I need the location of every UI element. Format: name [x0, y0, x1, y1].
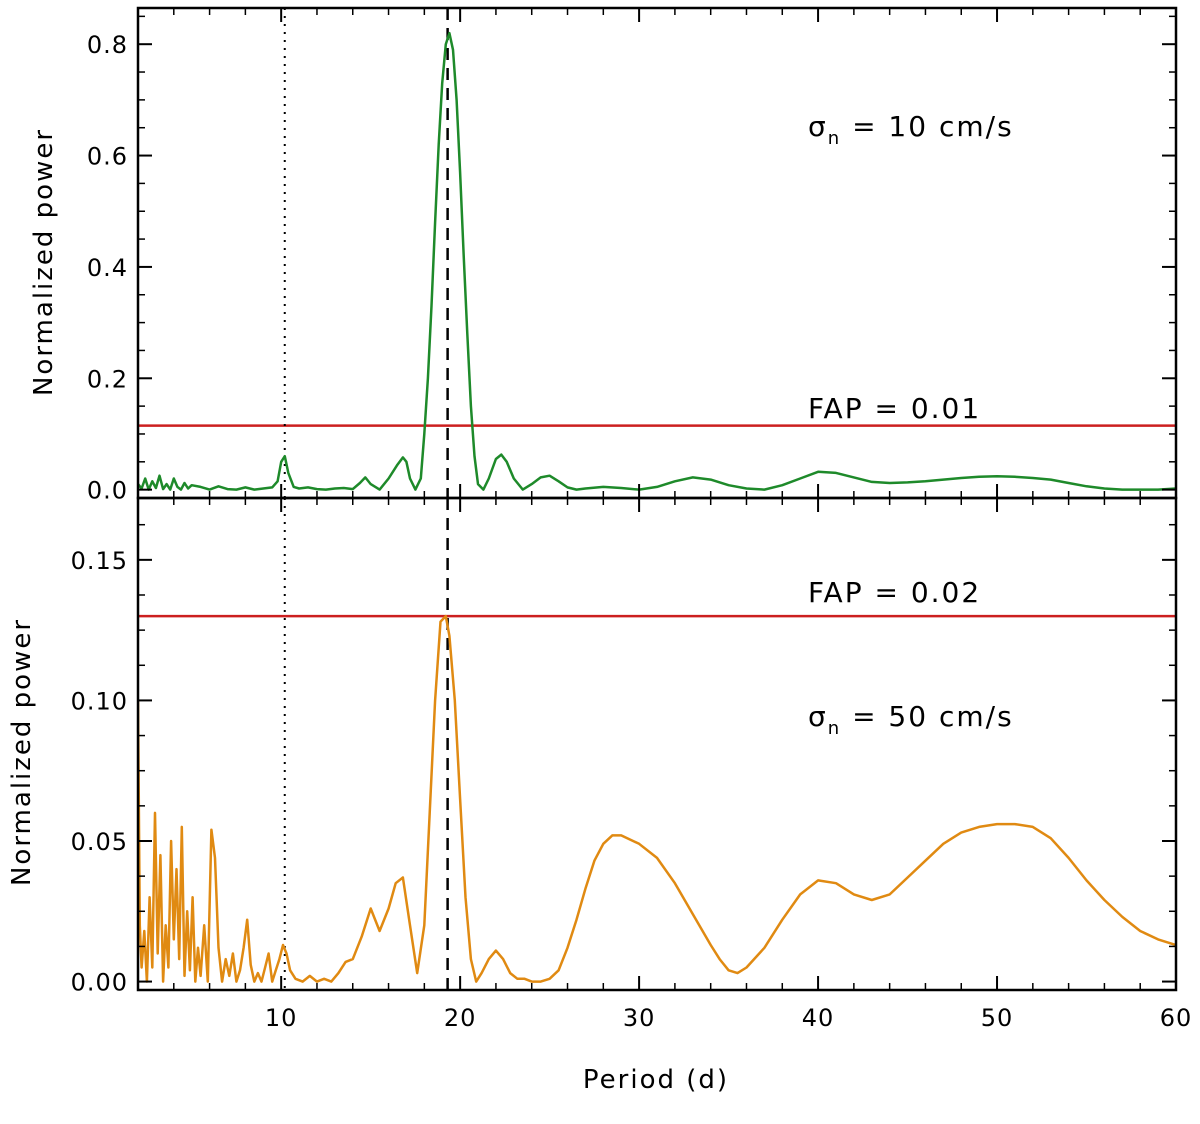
bottom-y-axis-label: Normalized power: [7, 618, 37, 886]
periodogram-line: [138, 31, 1176, 491]
top-y-tick-labels: 0.0 0.2 0.4 0.6 0.8: [87, 31, 128, 505]
y-tick-label: 0.8: [87, 31, 128, 59]
y-tick-label: 0.2: [87, 365, 128, 393]
bottom-reference-lines: [283, 498, 449, 990]
x-tick-label: 40: [802, 1004, 835, 1032]
top-sigma-symbol: σ: [808, 110, 828, 143]
x-tick-label: 50: [981, 1004, 1014, 1032]
top-y-axis-label: Normalized power: [29, 128, 59, 396]
bottom-y-tick-labels: 0.00 0.05 0.10 0.15: [71, 547, 128, 997]
bottom-x-tick-labels: 10 20 30 40 50 60: [265, 1004, 1193, 1032]
bottom-series: [138, 614, 1176, 983]
bottom-panel: 0.00 0.05 0.10 0.15 10 20 30 40 50 60 Normalized…: [7, 496, 1193, 1095]
bottom-axis-ticks: [137, 498, 1177, 990]
x-tick-label: 10: [265, 1004, 298, 1032]
bottom-plot-frame: [136, 496, 1178, 992]
bottom-fap-label: FAP = 0.02: [808, 576, 981, 609]
bottom-sigma-symbol: σ: [808, 700, 828, 733]
periodogram-line: [138, 614, 1176, 983]
y-tick-label: 0.00: [71, 969, 128, 997]
y-tick-label: 0.15: [71, 547, 128, 575]
y-tick-label: 0.0: [87, 477, 128, 505]
x-tick-label: 30: [623, 1004, 656, 1032]
y-tick-label: 0.4: [87, 254, 128, 282]
top-sigma-value: = 10 cm/s: [841, 110, 1013, 143]
top-series: [138, 31, 1176, 491]
top-sigma-subscript: n: [828, 128, 841, 149]
y-tick-label: 0.6: [87, 143, 128, 171]
y-tick-label: 0.10: [71, 687, 128, 715]
top-panel: 0.0 0.2 0.4 0.6 0.8 Normalized power FAP = 0…: [29, 6, 1178, 505]
bottom-sigma-annotation: σn = 50 cm/s: [808, 700, 1014, 739]
bottom-sigma-value: = 50 cm/s: [841, 700, 1013, 733]
top-sigma-annotation: σn = 10 cm/s: [808, 110, 1014, 149]
x-tick-label: 20: [444, 1004, 477, 1032]
y-tick-label: 0.05: [71, 828, 128, 856]
bottom-sigma-subscript: n: [828, 718, 841, 739]
top-fap-label: FAP = 0.01: [808, 392, 981, 425]
x-axis-label: Period (d): [583, 1065, 729, 1095]
top-reference-lines: [283, 8, 449, 498]
x-tick-label: 60: [1160, 1004, 1193, 1032]
